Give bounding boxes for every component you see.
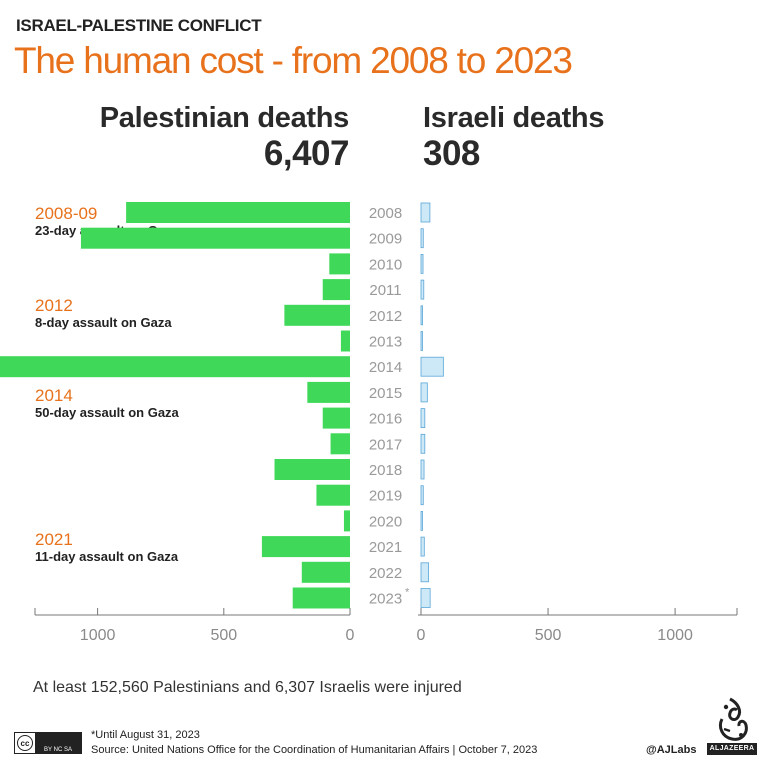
israeli-header: Israeli deaths 308 (423, 101, 604, 173)
ajlabs-handle: @AJLabs (646, 744, 697, 756)
israeli-bar-2011 (420, 279, 425, 300)
palestinian-bar-2011 (322, 279, 350, 301)
event-year: 2012 (35, 296, 73, 315)
year-label-2020: 2020 (369, 513, 402, 530)
event-description: 11-day assault on Gaza (35, 549, 179, 564)
cc-terms-icon: BY NC SA (35, 733, 81, 753)
left-tick-label-500: 500 (210, 627, 237, 644)
year-label-2011: 2011 (369, 282, 401, 299)
year-label-2019: 2019 (369, 488, 402, 505)
palestinian-bar-2020 (343, 510, 350, 532)
palestinian-bar-2023 (292, 587, 350, 609)
israeli-bar-2015 (420, 382, 428, 403)
year-label-2013: 2013 (369, 334, 402, 351)
year-label-2014: 2014 (369, 359, 402, 376)
palestinian-bar-2018 (274, 459, 350, 480)
israeli-bar-2018 (420, 459, 425, 480)
year-label-2021: 2021 (369, 539, 402, 556)
israeli-bar-2013 (420, 331, 423, 351)
page-title: The human cost - from 2008 to 2023 (14, 40, 573, 81)
palestinian-bar-2022 (301, 561, 350, 583)
israeli-bar-2022 (420, 562, 430, 583)
year-label-2023: 2023 (369, 591, 402, 608)
palestinian-bar-2010 (329, 253, 350, 275)
event-2014: 2014 50-day assault on Gaza (35, 386, 179, 421)
event-description: 8-day assault on Gaza (35, 315, 172, 330)
event-year: 2008-09 (35, 204, 98, 223)
israeli-bar-2014 (420, 356, 444, 377)
left-tick-label-1000: 1000 (80, 627, 116, 644)
palestinian-bar-2013 (340, 330, 350, 352)
cc-by-nc-sa-icon: cc BY NC SA (14, 732, 82, 754)
palestinian-bar-2019 (316, 484, 350, 506)
event-2012: 2012 8-day assault on Gaza (35, 296, 172, 331)
event-year: 2021 (35, 530, 73, 549)
year-label-2008: 2008 (369, 205, 402, 222)
event-2021: 2021 11-day assault on Gaza (35, 530, 178, 565)
year-label-2012: 2012 (369, 308, 402, 325)
source-note: Source: United Nations Office for the Co… (91, 744, 538, 756)
right-tick-label-500: 500 (535, 627, 562, 644)
palestinian-bar-2016 (322, 407, 350, 429)
aljazeera-logo-icon (718, 697, 748, 741)
year-label-2015: 2015 (369, 385, 402, 402)
palestinian-bar-2008 (126, 202, 350, 223)
palestinian-label: Palestinian deaths (99, 102, 350, 134)
injured-note: At least 152,560 Palestinians and 6,307 … (33, 679, 462, 696)
palestinian-bar-2017 (330, 433, 350, 455)
year-label-2017: 2017 (369, 436, 402, 453)
year-label-2010: 2010 (369, 256, 402, 273)
israeli-total: 308 (423, 134, 480, 173)
palestinian-bar-2015 (307, 381, 350, 403)
cc-circle-icon: cc (17, 735, 33, 751)
israeli-bar-2017 (420, 433, 426, 454)
israeli-bar-2020 (420, 510, 423, 531)
israeli-bar-2023 (420, 588, 431, 608)
year-label-2022: 2022 (369, 565, 402, 582)
year-label-2009: 2009 (369, 231, 402, 248)
israeli-bar-2016 (420, 408, 426, 429)
event-description: 50-day assault on Gaza (35, 405, 179, 420)
right-tick-label-1000: 1000 (657, 627, 693, 644)
israeli-bar-2009 (420, 228, 424, 249)
aljazeera-wordmark: ALJAZEERA (707, 743, 757, 755)
right-tick-label-0: 0 (417, 627, 426, 644)
palestinian-bar-2012 (284, 304, 350, 326)
palestinian-header: Palestinian deaths 6,407 (99, 101, 350, 173)
israeli-bar-2008 (420, 202, 431, 223)
israeli-bar-2010 (420, 253, 424, 274)
israeli-bar-2019 (420, 485, 424, 506)
year-label-2018: 2018 (369, 462, 402, 479)
until-note: *Until August 31, 2023 (91, 729, 200, 741)
palestinian-total: 6,407 (263, 134, 350, 173)
israeli-bar-2012 (420, 305, 423, 326)
year-label-2016: 2016 (369, 411, 402, 428)
kicker: ISRAEL-PALESTINE CONFLICT (16, 16, 262, 35)
palestinian-bar-2014 (0, 356, 350, 378)
year-marker-2023: * (405, 587, 410, 599)
left-tick-label-0: 0 (346, 627, 355, 644)
israeli-label: Israeli deaths (423, 102, 605, 134)
palestinian-bar-2021 (261, 536, 350, 558)
event-year: 2014 (35, 386, 73, 405)
israeli-bar-2021 (420, 536, 425, 557)
palestinian-bar-2009 (80, 227, 351, 249)
